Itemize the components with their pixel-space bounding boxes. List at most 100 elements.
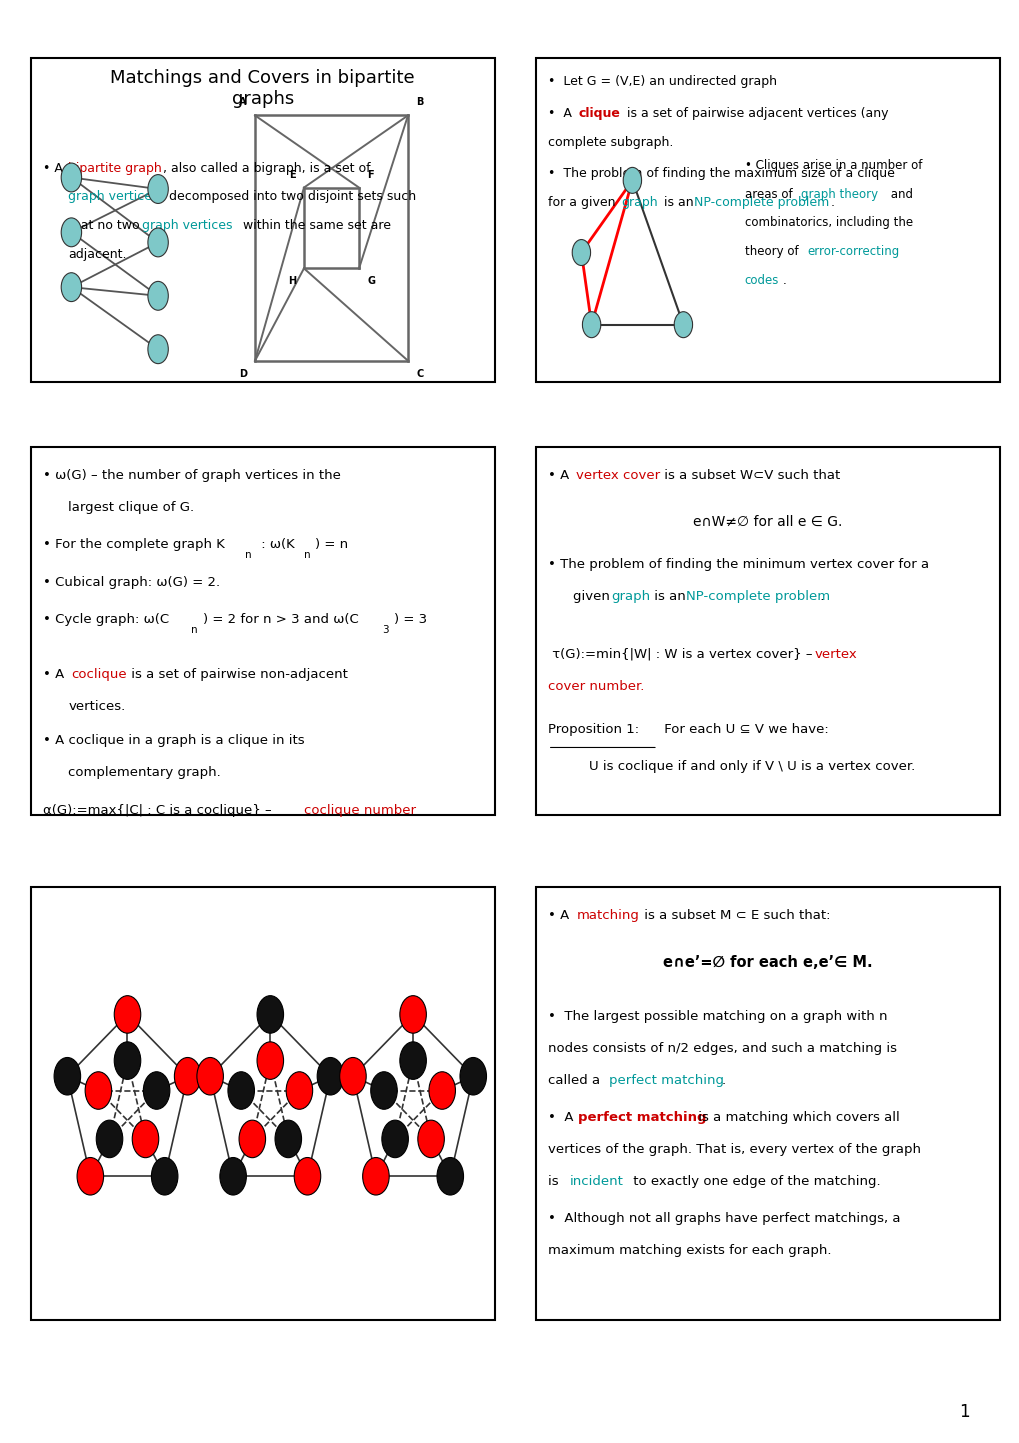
Text: complementary graph.: complementary graph.	[68, 766, 221, 779]
Text: F: F	[367, 169, 373, 179]
Text: vertex: vertex	[814, 648, 857, 661]
Bar	[31, 58, 494, 382]
Circle shape	[151, 1157, 177, 1195]
Circle shape	[429, 1072, 455, 1110]
Circle shape	[436, 1157, 463, 1195]
Text: is an: is an	[649, 590, 689, 603]
Circle shape	[370, 1072, 396, 1110]
Bar	[535, 887, 999, 1320]
Text: τ(G):=min{|W| : W is a vertex cover} –: τ(G):=min{|W| : W is a vertex cover} –	[547, 648, 815, 661]
Text: .: .	[826, 196, 835, 209]
Text: •  A: • A	[547, 1111, 577, 1124]
Text: that no two: that no two	[68, 219, 144, 232]
Circle shape	[114, 996, 141, 1033]
Text: ) = 2 for n > 3 and ω(C: ) = 2 for n > 3 and ω(C	[203, 613, 359, 626]
Text: areas of: areas of	[744, 188, 795, 201]
Text: G: G	[367, 277, 375, 287]
Text: Proposition 1:: Proposition 1:	[547, 723, 638, 736]
Text: ) = n: ) = n	[315, 538, 347, 551]
Text: • A: • A	[43, 668, 68, 681]
Text: complete subgraph.: complete subgraph.	[547, 136, 673, 149]
Text: .: .	[720, 1074, 725, 1087]
Circle shape	[61, 163, 82, 192]
Text: is a set of pairwise non-adjacent: is a set of pairwise non-adjacent	[127, 668, 348, 681]
Circle shape	[96, 1120, 122, 1157]
Text: error-correcting: error-correcting	[807, 245, 899, 258]
Text: Matchings and Covers in bipartite
graphs: Matchings and Covers in bipartite graphs	[110, 69, 415, 108]
Text: : ω(K: : ω(K	[257, 538, 294, 551]
Text: within the same set are: within the same set are	[238, 219, 390, 232]
Circle shape	[148, 228, 168, 257]
Text: •  A: • A	[547, 107, 575, 120]
Text: 3: 3	[382, 625, 388, 635]
Text: is a matching which covers all: is a matching which covers all	[693, 1111, 899, 1124]
Circle shape	[144, 1072, 170, 1110]
Text: A: A	[239, 97, 247, 107]
Text: clique: clique	[578, 107, 620, 120]
Text: • ω(G) – the number of graph vertices in the: • ω(G) – the number of graph vertices in…	[43, 469, 340, 482]
Text: .: .	[815, 590, 823, 603]
Circle shape	[460, 1058, 486, 1095]
Circle shape	[174, 1058, 201, 1095]
Text: B: B	[416, 97, 423, 107]
Text: called a: called a	[547, 1074, 603, 1087]
Text: • A coclique in a graph is a clique in its: • A coclique in a graph is a clique in i…	[43, 734, 304, 747]
Circle shape	[61, 218, 82, 247]
Text: to exactly one edge of the matching.: to exactly one edge of the matching.	[629, 1175, 880, 1188]
Text: given: given	[573, 590, 613, 603]
Text: 1: 1	[958, 1403, 968, 1420]
Text: • Cliques arise in a number of: • Cliques arise in a number of	[744, 159, 921, 172]
Text: is a subset W⊂V such that: is a subset W⊂V such that	[659, 469, 840, 482]
Circle shape	[572, 240, 590, 266]
Text: graph: graph	[621, 196, 657, 209]
Text: • A: • A	[547, 909, 573, 922]
Text: codes: codes	[744, 274, 779, 287]
Text: NP-complete problem: NP-complete problem	[686, 590, 829, 603]
Bar	[31, 887, 494, 1320]
Text: • A: • A	[43, 162, 66, 175]
Text: D: D	[238, 369, 247, 380]
Circle shape	[148, 175, 168, 203]
Circle shape	[317, 1058, 343, 1095]
Circle shape	[293, 1157, 320, 1195]
Text: •  Although not all graphs have perfect matchings, a: • Although not all graphs have perfect m…	[547, 1212, 900, 1225]
Text: •  Let G = (V,E) an undirected graph: • Let G = (V,E) an undirected graph	[547, 75, 776, 88]
Text: perfect matching: perfect matching	[608, 1074, 723, 1087]
Text: α(G):=max{|C| : C is a coclique} –: α(G):=max{|C| : C is a coclique} –	[43, 804, 275, 817]
Circle shape	[582, 312, 600, 338]
Text: • For the complete graph K: • For the complete graph K	[43, 538, 224, 551]
Circle shape	[399, 996, 426, 1033]
Text: vertices.: vertices.	[68, 700, 125, 713]
Circle shape	[114, 1042, 141, 1079]
Text: •  The largest possible matching on a graph with n: • The largest possible matching on a gra…	[547, 1010, 887, 1023]
Text: graph vertices: graph vertices	[142, 219, 232, 232]
Circle shape	[238, 1120, 265, 1157]
Text: e∩W≠∅ for all e ∈ G.: e∩W≠∅ for all e ∈ G.	[692, 515, 842, 530]
Text: • Cubical graph: ω(G) = 2.: • Cubical graph: ω(G) = 2.	[43, 576, 220, 589]
Text: cover number.: cover number.	[547, 680, 643, 693]
Circle shape	[286, 1072, 313, 1110]
Text: is a set of pairwise adjacent vertices (any: is a set of pairwise adjacent vertices (…	[623, 107, 888, 120]
Text: combinatorics, including the: combinatorics, including the	[744, 216, 912, 229]
Text: n: n	[191, 625, 197, 635]
Circle shape	[148, 281, 168, 310]
Text: nodes consists of n/2 edges, and such a matching is: nodes consists of n/2 edges, and such a …	[547, 1042, 896, 1055]
Circle shape	[197, 1058, 223, 1095]
Text: n: n	[245, 550, 251, 560]
Circle shape	[381, 1120, 408, 1157]
Text: graph: graph	[610, 590, 649, 603]
Text: is: is	[547, 1175, 562, 1188]
Text: coclique: coclique	[71, 668, 127, 681]
Text: ) = 3: ) = 3	[393, 613, 426, 626]
Text: e∩e’=∅ for each e,e’∈ M.: e∩e’=∅ for each e,e’∈ M.	[662, 955, 871, 970]
Text: perfect matching: perfect matching	[578, 1111, 706, 1124]
Circle shape	[148, 335, 168, 364]
Text: •  The problem of finding the maximum size of a clique: • The problem of finding the maximum siz…	[547, 167, 894, 180]
Text: .: .	[782, 274, 786, 287]
Text: adjacent.: adjacent.	[68, 248, 126, 261]
Circle shape	[339, 1058, 366, 1095]
Text: NP-complete problem: NP-complete problem	[693, 196, 828, 209]
Text: For each U ⊆ V we have:: For each U ⊆ V we have:	[659, 723, 827, 736]
Circle shape	[54, 1058, 81, 1095]
Text: matching: matching	[576, 909, 639, 922]
